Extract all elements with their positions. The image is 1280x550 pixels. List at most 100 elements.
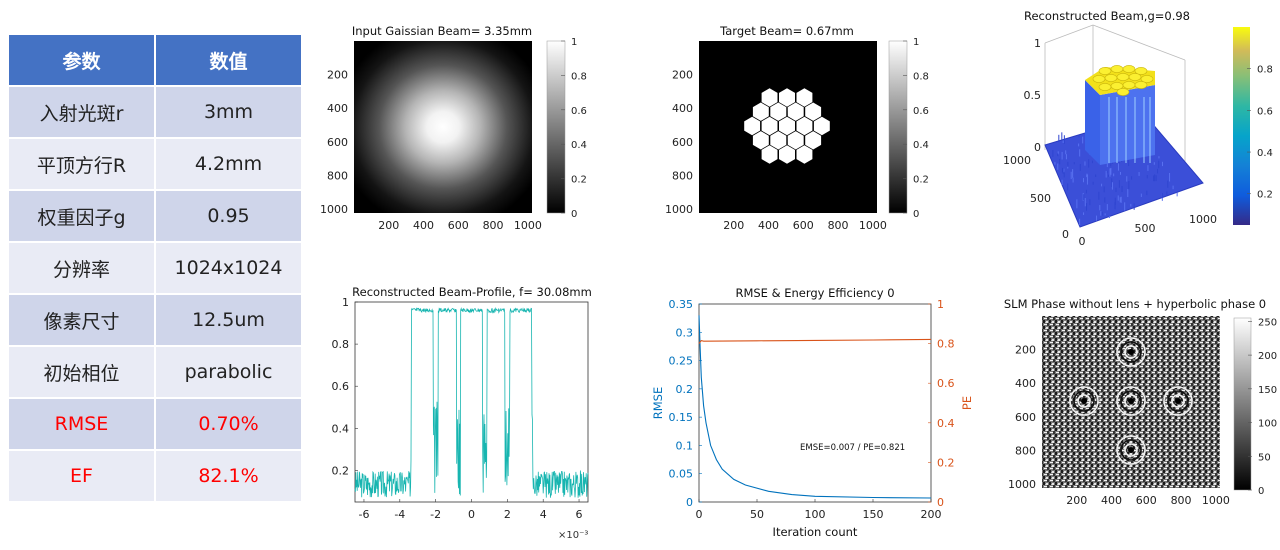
hexagon-spot xyxy=(805,131,822,150)
y-left-axis-label: RMSE xyxy=(651,387,665,419)
y-tick-labels: 200 400 600 800 1000 xyxy=(1008,344,1036,491)
table-header-row: 参数 数值 xyxy=(9,35,301,87)
parameter-table: 参数 数值 入射光斑r 3mm 平顶方行R 4.2mm 权重因子g 0.95 分… xyxy=(9,35,301,503)
z-tick-label: 0 xyxy=(1034,141,1041,154)
x-tick-labels: -6 -4 -2 0 2 4 6 xyxy=(358,499,583,521)
y-tick-label: 1000 xyxy=(1003,154,1031,167)
value-cell: parabolic xyxy=(156,347,301,399)
phase-ring-center xyxy=(1081,398,1087,404)
series-line-rmse xyxy=(698,315,932,499)
hexagon-spot xyxy=(813,116,830,136)
z-tick-label: 0.5 xyxy=(1024,89,1042,102)
phase-ring xyxy=(1163,386,1193,416)
header-param: 参数 xyxy=(9,35,156,87)
y-tick-labels: 200 400 600 800 1000 xyxy=(320,69,348,216)
plateau-side-front xyxy=(1100,85,1155,165)
x-tick-labels: 0 50 100 150 200 xyxy=(696,499,942,521)
x-tick-label: 200 xyxy=(378,219,399,232)
table-row: 权重因子g 0.95 xyxy=(9,191,301,243)
y-left-tick-label: 0.1 xyxy=(676,439,694,452)
phase-ring xyxy=(1124,345,1138,359)
hexagon-spot xyxy=(761,145,778,164)
hexagon-spot xyxy=(779,88,795,107)
colorbar-tick-label: 150 xyxy=(1258,385,1277,396)
y-tick-label: 400 xyxy=(672,102,693,115)
chart-title: SLM Phase without lens + hyperbolic phas… xyxy=(1004,297,1266,311)
x-tick-labels: 0 500 1000 xyxy=(1079,213,1218,248)
table-row: 初始相位 parabolic xyxy=(9,347,301,399)
y-tick-label: 1000 xyxy=(665,203,693,216)
colorbar xyxy=(888,40,908,214)
colorbar-tick-labels: 1 0.8 0.6 0.4 0.2 0 xyxy=(561,37,587,220)
y-right-tick-label: 0.6 xyxy=(937,377,955,390)
x-tick-label: 500 xyxy=(1135,222,1156,235)
y-right-tick-labels: 1 0.8 0.6 0.4 0.2 0 xyxy=(928,298,955,509)
z-tick-label: 1 xyxy=(1034,37,1041,50)
y-tick-labels: 1 0.8 0.6 0.4 0.2 xyxy=(332,296,358,477)
x-tick-label: 0 xyxy=(468,508,475,521)
y-left-tick-label: 0.15 xyxy=(669,411,694,424)
value-cell: 82.1% xyxy=(156,451,301,503)
phase-ring-center xyxy=(1128,447,1134,453)
hexagon-spot xyxy=(796,145,813,164)
profile-line xyxy=(354,306,589,498)
param-cell: 平顶方行R xyxy=(9,139,156,191)
phase-ring xyxy=(1167,390,1189,412)
y-tick-label: 1000 xyxy=(1008,478,1036,491)
y-tick-label: 800 xyxy=(327,169,348,182)
colorbar-tick-label: 1 xyxy=(571,37,577,48)
phase-ring xyxy=(1120,390,1142,412)
chart-title: Reconstructed Beam-Profile, f= 30.08mm xyxy=(352,285,592,299)
x-tick-label: 800 xyxy=(828,219,849,232)
x-tick-label: 1000 xyxy=(1189,213,1217,226)
chart-title: RMSE & Energy Efficiency 0 xyxy=(735,286,894,300)
table-row: 分辨率 1024x1024 xyxy=(9,243,301,295)
colorbar xyxy=(1233,27,1250,225)
hexagon-bump xyxy=(1122,81,1136,89)
x-tick-label: 1000 xyxy=(859,219,887,232)
x-tick-label: 150 xyxy=(863,508,884,521)
phase-ring xyxy=(1171,394,1185,408)
y-right-tick-label: 1 xyxy=(937,298,944,311)
y-tick-label: 400 xyxy=(327,102,348,115)
x-tick-label: 50 xyxy=(750,508,764,521)
chart-title: Target Beam= 0.67mm xyxy=(719,24,854,38)
beam-profile-chart: Reconstructed Beam-Profile, f= 30.08mm -… xyxy=(332,285,592,541)
y-tick-label: 0.2 xyxy=(332,464,350,477)
y-tick-label: 400 xyxy=(1015,377,1036,390)
colorbar-tick-label: 200 xyxy=(1258,351,1277,362)
phase-ring xyxy=(1116,435,1146,465)
param-cell: RMSE xyxy=(9,399,156,451)
y-tick-label: 600 xyxy=(1015,411,1036,424)
y-right-tick-label: 0.4 xyxy=(937,417,955,430)
phase-ring xyxy=(1069,386,1099,416)
y-left-tick-label: 0 xyxy=(686,496,693,509)
value-cell: 4.2mm xyxy=(156,139,301,191)
param-cell: 分辨率 xyxy=(9,243,156,295)
y-tick-label: 600 xyxy=(327,136,348,149)
colorbar-tick-label: 0.8 xyxy=(571,71,587,82)
y-tick-label: 1 xyxy=(342,296,349,309)
y-tick-label: 0.8 xyxy=(332,338,350,351)
phase-ring-center xyxy=(1128,398,1134,404)
y-right-tick-label: 0 xyxy=(937,496,944,509)
colorbar xyxy=(546,40,566,214)
phase-ring xyxy=(1116,337,1146,367)
chart-annotation: EMSE=0.007 / PE=0.821 xyxy=(800,443,905,453)
plateau-side-left xyxy=(1085,80,1100,165)
y-tick-label: 200 xyxy=(1015,344,1036,357)
x-multiplier: ×10⁻³ xyxy=(558,530,588,541)
y-right-tick-label: 0.2 xyxy=(937,456,955,469)
hexagon-spot xyxy=(770,102,787,121)
plateau-top xyxy=(1085,65,1155,96)
phase-ring-center xyxy=(1175,398,1181,404)
colorbar-tick-label: 0.8 xyxy=(1257,65,1273,76)
hexagon-bump xyxy=(1098,67,1112,75)
param-cell: 像素尺寸 xyxy=(9,295,156,347)
table-row: 像素尺寸 12.5um xyxy=(9,295,301,347)
param-cell: EF xyxy=(9,451,156,503)
x-tick-label: 800 xyxy=(483,219,504,232)
profile-curve xyxy=(354,306,589,498)
hexagon-array xyxy=(744,88,830,164)
colorbar-tick-label: 0.4 xyxy=(571,140,587,151)
